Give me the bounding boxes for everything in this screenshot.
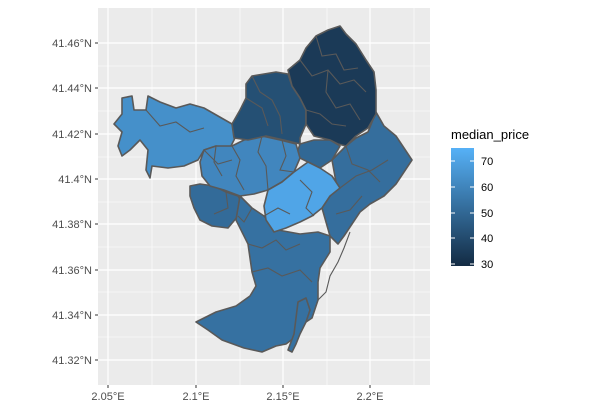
district-border xyxy=(251,75,283,135)
district-border xyxy=(335,195,363,215)
district-border xyxy=(299,179,315,217)
district-border xyxy=(257,135,269,191)
x-tick-label: 2.1°E xyxy=(182,391,209,403)
district-border xyxy=(231,145,245,191)
y-tick-label: 41.46°N xyxy=(52,38,92,50)
legend-label: 30 xyxy=(481,259,493,271)
x-tick-label: 2.2°E xyxy=(356,391,383,403)
district-border xyxy=(247,239,301,251)
region-west xyxy=(113,95,237,179)
legend-label: 60 xyxy=(481,182,493,194)
legend-label: 40 xyxy=(481,233,493,245)
region-center xyxy=(263,161,341,233)
color-legend: median_price 70 60 50 40 30 xyxy=(451,127,529,271)
district-border xyxy=(345,145,381,183)
y-tick-label: 41.4°N xyxy=(58,174,92,186)
district-border xyxy=(213,145,223,177)
y-tick-label: 41.38°N xyxy=(52,219,92,231)
y-axis: 41.46°N 41.44°N 41.42°N 41.4°N 41.38°N 4… xyxy=(52,38,98,367)
x-tick-label: 2.05°E xyxy=(91,391,124,403)
district-border xyxy=(299,59,367,93)
district-border xyxy=(315,35,359,71)
y-tick-label: 41.36°N xyxy=(52,265,92,277)
district-border xyxy=(237,207,253,223)
legend-label: 50 xyxy=(481,208,493,220)
x-axis: 2.05°E 2.1°E 2.15°E 2.2°E xyxy=(91,385,384,403)
district-border xyxy=(279,139,295,173)
district-border xyxy=(245,97,269,127)
region-north xyxy=(287,25,377,147)
y-tick-label: 41.44°N xyxy=(52,83,92,95)
district-border xyxy=(213,191,229,215)
y-tick-label: 41.34°N xyxy=(52,310,92,322)
district-border xyxy=(325,69,361,121)
district-borders xyxy=(145,35,389,301)
y-tick-label: 41.32°N xyxy=(52,355,92,367)
coastline xyxy=(317,231,351,301)
district-border xyxy=(339,159,389,189)
district-border xyxy=(263,207,291,217)
legend-title: median_price xyxy=(451,127,529,142)
y-tick-label: 41.42°N xyxy=(52,129,92,141)
region-port xyxy=(287,297,311,353)
legend-colorbar xyxy=(451,148,474,266)
map-regions xyxy=(113,25,413,353)
district-border xyxy=(251,267,313,283)
x-tick-label: 2.15°E xyxy=(266,391,299,403)
district-border xyxy=(145,109,205,133)
district-border xyxy=(203,149,233,165)
legend-label: 70 xyxy=(481,156,493,168)
district-border xyxy=(305,109,347,127)
